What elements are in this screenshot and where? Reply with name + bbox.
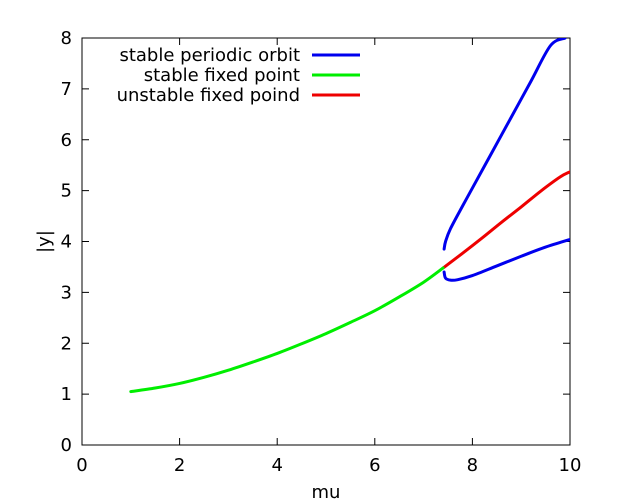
y-tick-label: 6	[61, 130, 72, 151]
y-tick-label: 2	[61, 333, 72, 354]
x-tick-label: 2	[174, 455, 185, 476]
y-axis-label: |y|	[34, 230, 55, 253]
y-tick-label: 0	[61, 435, 72, 456]
legend-label-0: stable periodic orbit	[119, 45, 300, 66]
series-line-2-branch-0	[441, 170, 570, 270]
y-tick-label: 8	[61, 28, 72, 49]
x-tick-label: 4	[271, 455, 282, 476]
x-tick-label: 0	[76, 455, 87, 476]
y-tick-label: 5	[61, 181, 72, 202]
y-tick-label: 1	[61, 384, 72, 405]
series-line-0-branch-1	[442, 237, 570, 282]
x-tick-label: 10	[559, 455, 582, 476]
legend-label-1: stable fixed point	[144, 65, 300, 86]
series-line-0-branch-0	[442, 38, 567, 251]
x-tick-label: 6	[369, 455, 380, 476]
y-tick-label: 7	[61, 79, 72, 100]
series-layer	[129, 38, 570, 394]
y-tick-label: 4	[61, 232, 72, 253]
x-tick-label: 8	[467, 455, 478, 476]
y-tick-label: 3	[61, 282, 72, 303]
series-line-1-branch-0	[129, 266, 445, 394]
x-axis-label: mu	[312, 482, 341, 500]
axes: 0 2 4 6 8 10 0 1 2 3 4 5 6 7 8	[61, 28, 582, 476]
legend-label-2: unstable fixed poind	[117, 85, 300, 106]
